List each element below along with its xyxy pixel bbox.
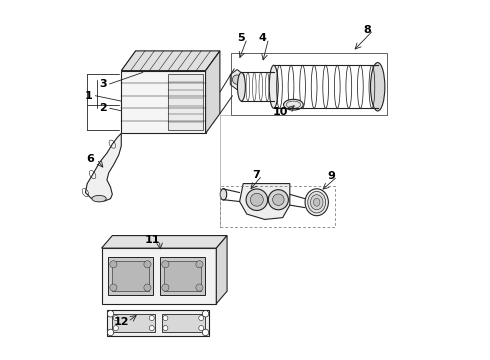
Polygon shape — [205, 51, 220, 134]
Polygon shape — [240, 184, 290, 220]
Circle shape — [163, 325, 168, 330]
Circle shape — [199, 316, 204, 320]
Text: 12: 12 — [114, 317, 129, 327]
Polygon shape — [216, 235, 227, 304]
Circle shape — [162, 284, 169, 291]
Text: 7: 7 — [252, 170, 260, 180]
Circle shape — [149, 316, 154, 320]
Polygon shape — [85, 134, 122, 202]
Circle shape — [196, 261, 203, 268]
Bar — [162, 315, 205, 332]
Circle shape — [202, 329, 209, 336]
Circle shape — [110, 284, 117, 291]
Polygon shape — [230, 69, 244, 90]
Circle shape — [199, 325, 204, 330]
Bar — [164, 261, 201, 291]
Ellipse shape — [269, 65, 278, 108]
Ellipse shape — [370, 63, 385, 111]
Polygon shape — [122, 71, 205, 134]
Ellipse shape — [270, 72, 278, 101]
Ellipse shape — [220, 189, 227, 200]
Bar — [168, 74, 203, 130]
Circle shape — [149, 325, 154, 330]
Ellipse shape — [284, 99, 303, 110]
Circle shape — [113, 325, 119, 330]
Polygon shape — [101, 248, 216, 304]
Text: 4: 4 — [258, 33, 266, 43]
Circle shape — [107, 329, 114, 336]
Ellipse shape — [311, 195, 323, 210]
Circle shape — [162, 261, 169, 268]
Circle shape — [196, 284, 203, 291]
Text: 2: 2 — [99, 103, 107, 113]
Circle shape — [246, 189, 268, 211]
Bar — [231, 53, 387, 116]
Bar — [112, 261, 149, 291]
Text: 6: 6 — [86, 154, 94, 164]
Circle shape — [250, 193, 263, 206]
Polygon shape — [107, 310, 209, 336]
Circle shape — [144, 261, 151, 268]
Circle shape — [107, 311, 114, 317]
Text: 11: 11 — [145, 235, 161, 245]
Ellipse shape — [238, 72, 245, 101]
Ellipse shape — [305, 189, 328, 216]
Text: 3: 3 — [99, 79, 107, 89]
Text: 8: 8 — [363, 25, 371, 35]
Text: 5: 5 — [237, 33, 245, 43]
Circle shape — [272, 194, 284, 206]
Bar — [220, 186, 335, 227]
Circle shape — [163, 316, 168, 320]
Circle shape — [110, 261, 117, 268]
Polygon shape — [122, 51, 220, 71]
Ellipse shape — [308, 192, 326, 213]
Ellipse shape — [92, 195, 106, 202]
Bar — [160, 257, 205, 295]
Text: 10: 10 — [273, 107, 289, 117]
Polygon shape — [101, 235, 227, 248]
Circle shape — [202, 311, 209, 317]
Circle shape — [269, 190, 289, 210]
Circle shape — [144, 284, 151, 291]
Text: 1: 1 — [85, 91, 93, 101]
Text: 9: 9 — [327, 171, 335, 181]
Ellipse shape — [314, 198, 320, 206]
Bar — [112, 315, 155, 332]
Circle shape — [232, 75, 242, 84]
Bar — [108, 257, 153, 295]
Circle shape — [113, 316, 119, 320]
